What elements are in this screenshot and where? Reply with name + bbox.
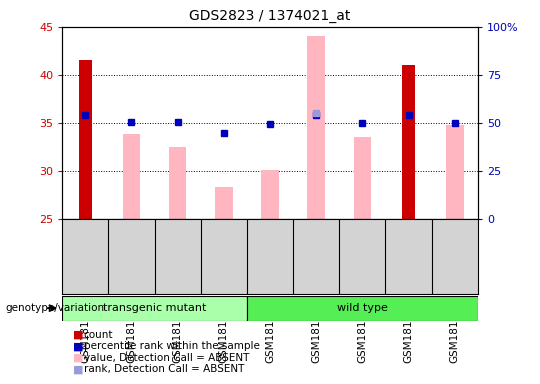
Bar — [169, 147, 186, 219]
Bar — [215, 187, 233, 219]
Text: value, Detection Call = ABSENT: value, Detection Call = ABSENT — [84, 353, 249, 363]
Text: percentile rank within the sample: percentile rank within the sample — [84, 341, 260, 351]
Bar — [123, 134, 140, 219]
Text: genotype/variation: genotype/variation — [5, 303, 105, 313]
Bar — [247, 296, 478, 321]
Text: ■: ■ — [73, 364, 83, 374]
Text: ■: ■ — [73, 341, 83, 351]
Bar — [261, 170, 279, 219]
Text: ■: ■ — [73, 330, 83, 340]
Bar — [446, 125, 463, 219]
Text: wild type: wild type — [337, 303, 388, 313]
Bar — [79, 60, 92, 219]
Bar — [354, 137, 371, 219]
Bar — [62, 296, 247, 321]
Text: ■: ■ — [73, 353, 83, 363]
Bar — [307, 36, 325, 219]
Title: GDS2823 / 1374021_at: GDS2823 / 1374021_at — [190, 9, 350, 23]
Text: rank, Detection Call = ABSENT: rank, Detection Call = ABSENT — [84, 364, 244, 374]
Text: transgenic mutant: transgenic mutant — [103, 303, 206, 313]
Bar — [402, 65, 415, 219]
Text: count: count — [84, 330, 113, 340]
